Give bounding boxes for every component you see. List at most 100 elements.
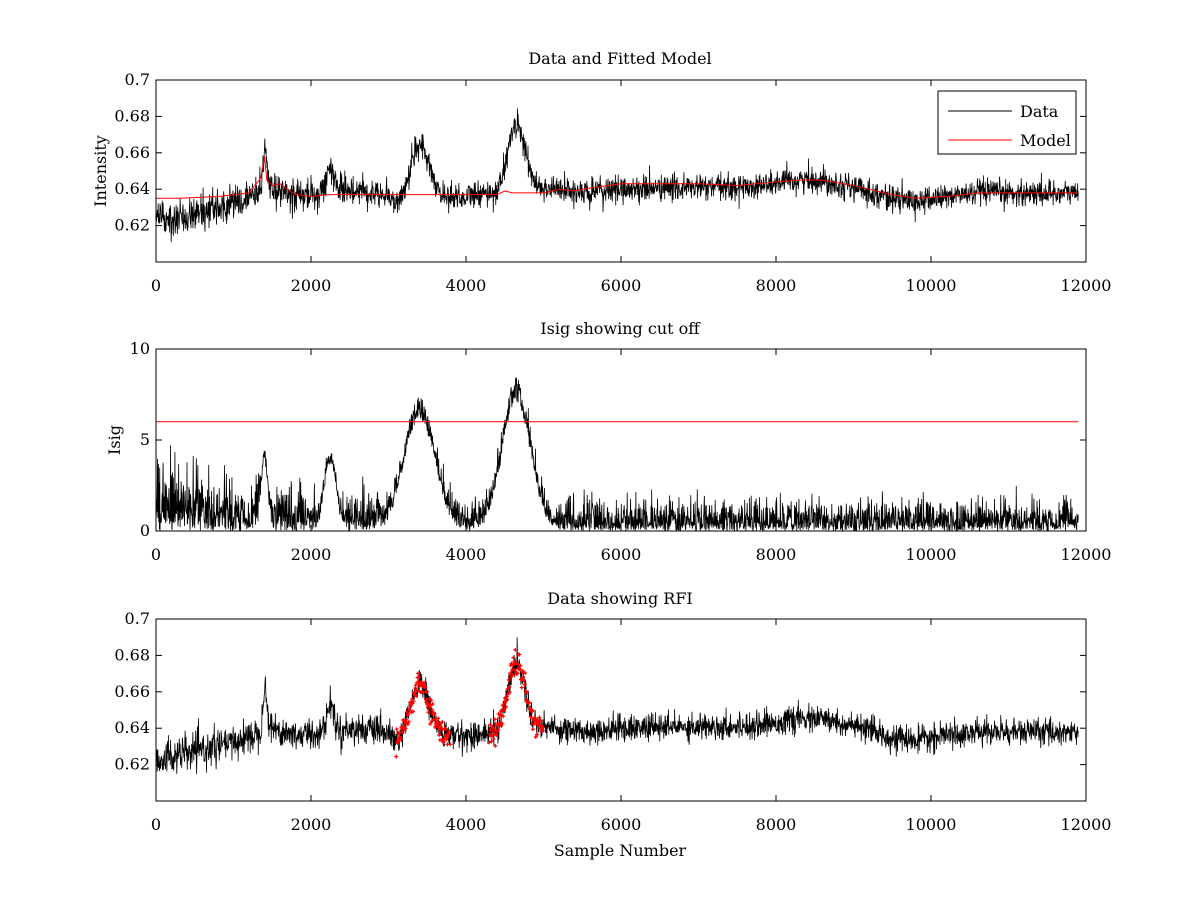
rfi-point [512,667,517,672]
rfi-point [515,671,520,676]
y-tick-label: 0.7 [125,70,150,89]
rfi-point [511,655,516,660]
axis-ticks: 0 2000 4000 6000 8000 10000 12000 0.62 0.64 0.66 0… [114,70,1111,295]
rfi-point [487,740,492,745]
x-tick-label: 4000 [446,815,487,834]
rfi-point [499,708,504,713]
rfi-point [528,706,533,711]
rfi-point [424,689,429,694]
rfi-point [410,701,415,706]
rfi-point [500,721,505,726]
rfi-point [515,661,520,666]
rfi-point [413,683,418,688]
rfi-point [414,688,419,693]
rfi-point [522,682,527,687]
y-tick-label: 0.64 [114,179,150,198]
y-tick-label: 0 [140,521,150,540]
rfi-point [417,674,422,679]
rfi-point [416,679,421,684]
x-tick-label: 8000 [756,545,797,564]
rfi-point [528,714,533,719]
rfi-point [432,711,437,716]
rfi-point [509,674,514,679]
x-tick-label: 4000 [446,545,487,564]
rfi-point [405,722,410,727]
rfi-point [411,699,416,704]
x-tick-label: 2000 [291,815,332,834]
rfi-point [502,700,507,705]
y-tick-label: 0.7 [125,609,150,628]
rfi-point [510,672,515,677]
rfi-point [523,671,528,676]
rfi-point [530,708,535,713]
plot-area [155,108,1079,243]
y-tick-label: 0.68 [114,645,150,664]
x-tick-label: 0 [151,815,161,834]
rfi-point [394,754,399,759]
y-tick-label: 0.66 [114,682,150,701]
x-tick-label: 0 [151,545,161,564]
rfi-point [492,717,497,722]
panel-title: Data showing RFI [547,589,692,608]
rfi-point [429,698,434,703]
rfi-point [538,718,543,723]
rfi-point [406,712,411,717]
series-line-isig [155,377,1079,533]
rfi-point [522,678,527,683]
rfi-point [490,726,495,731]
rfi-point [541,728,546,733]
plot-area [155,637,1079,775]
rfi-point [398,737,403,742]
rfi-point [518,663,523,668]
y-tick-label: 0.64 [114,718,150,737]
rfi-point [488,722,493,727]
rfi-point [537,715,542,720]
x-tick-label: 10000 [906,545,957,564]
y-tick-label: 0.62 [114,216,150,235]
rfi-point [508,671,513,676]
y-axis-label: Intensity [91,135,110,207]
rfi-point [540,725,545,730]
rfi-point [506,677,511,682]
y-tick-label: 5 [140,430,150,449]
rfi-point [410,697,415,702]
x-tick-label: 2000 [291,545,332,564]
rfi-point [503,704,508,709]
rfi-point [517,667,522,672]
x-tick-label: 6000 [601,545,642,564]
rfi-point [520,669,525,674]
rfi-point [447,730,452,735]
x-tick-label: 12000 [1061,815,1112,834]
rfi-point [437,732,442,737]
rfi-point [497,715,502,720]
series-line-data [155,108,1079,243]
x-tick-label: 6000 [601,276,642,295]
rfi-point [517,652,522,657]
rfi-point [403,726,408,731]
rfi-point [407,708,412,713]
rfi-point [496,727,501,732]
legend: Data Model [937,90,1077,155]
y-tick-label: 0.68 [114,106,150,125]
rfi-point [428,721,433,726]
rfi-point [423,685,428,690]
rfi-point [499,724,504,729]
rfi-point [410,709,415,714]
x-tick-label: 10000 [906,815,957,834]
rfi-point [396,731,401,736]
x-axis-label: Sample Number [554,841,687,860]
series-line-data [155,637,1079,775]
rfi-point [501,714,506,719]
series-line-model [156,156,1079,199]
rfi-point [404,710,409,715]
rfi-point [422,680,427,685]
axis-ticks: 0 2000 4000 6000 8000 10000 12000 0.62 0.64 0.66 0… [114,609,1111,834]
x-tick-label: 10000 [906,276,957,295]
panel-title: Isig showing cut off [540,319,701,338]
rfi-point [400,730,405,735]
rfi-point [444,737,449,742]
y-tick-label: 0.66 [114,143,150,162]
rfi-point [493,743,498,748]
y-axis-label: Isig [105,425,124,455]
